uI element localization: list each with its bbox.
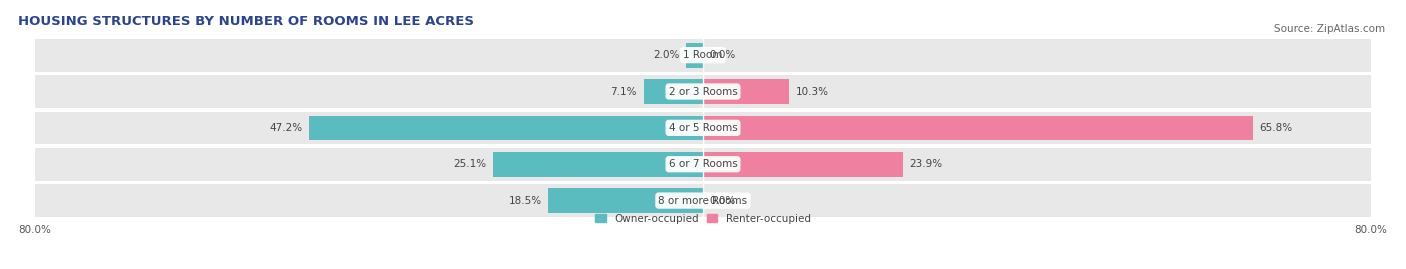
Bar [703, 112, 1371, 144]
Text: 23.9%: 23.9% [910, 159, 942, 169]
Bar [703, 152, 903, 176]
Text: 8 or more Rooms: 8 or more Rooms [658, 196, 748, 206]
Bar [548, 188, 703, 213]
Bar [35, 39, 703, 72]
Bar [703, 79, 789, 104]
Bar [35, 112, 703, 144]
Bar [703, 39, 1371, 72]
Text: 18.5%: 18.5% [509, 196, 541, 206]
Bar [309, 115, 703, 140]
Text: 7.1%: 7.1% [610, 87, 637, 97]
Text: 10.3%: 10.3% [796, 87, 828, 97]
Legend: Owner-occupied, Renter-occupied: Owner-occupied, Renter-occupied [592, 210, 814, 227]
Text: HOUSING STRUCTURES BY NUMBER OF ROOMS IN LEE ACRES: HOUSING STRUCTURES BY NUMBER OF ROOMS IN… [18, 15, 474, 28]
Bar [703, 148, 1371, 180]
Text: 6 or 7 Rooms: 6 or 7 Rooms [669, 159, 737, 169]
Text: 65.8%: 65.8% [1260, 123, 1292, 133]
Text: 0.0%: 0.0% [710, 196, 735, 206]
Bar [35, 148, 703, 180]
Text: 0.0%: 0.0% [710, 50, 735, 60]
Bar [35, 184, 703, 217]
Text: 25.1%: 25.1% [454, 159, 486, 169]
Bar [703, 75, 1371, 108]
Text: 4 or 5 Rooms: 4 or 5 Rooms [669, 123, 737, 133]
Text: Source: ZipAtlas.com: Source: ZipAtlas.com [1274, 24, 1385, 34]
Text: 1 Room: 1 Room [683, 50, 723, 60]
Bar [494, 152, 703, 176]
Bar [35, 75, 703, 108]
Bar [686, 43, 703, 68]
Bar [703, 115, 1253, 140]
Text: 2 or 3 Rooms: 2 or 3 Rooms [669, 87, 737, 97]
Bar [644, 79, 703, 104]
Text: 2.0%: 2.0% [654, 50, 679, 60]
Bar [703, 184, 1371, 217]
Text: 47.2%: 47.2% [269, 123, 302, 133]
